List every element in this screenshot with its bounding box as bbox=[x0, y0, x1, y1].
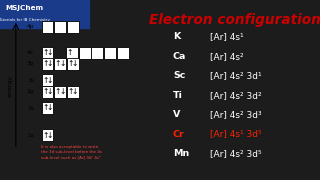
Text: ↑: ↑ bbox=[68, 87, 74, 96]
Text: Ti: Ti bbox=[173, 91, 183, 100]
Text: [Ar] 4s² 3d¹: [Ar] 4s² 3d¹ bbox=[210, 71, 262, 80]
Text: 2s: 2s bbox=[27, 105, 34, 111]
Text: Mn: Mn bbox=[173, 149, 189, 158]
Text: ↑: ↑ bbox=[68, 59, 74, 68]
Text: 3d: 3d bbox=[63, 58, 69, 63]
Bar bbox=[66, 47, 78, 59]
Bar bbox=[0, 0, 89, 28]
Text: ↓: ↓ bbox=[46, 76, 53, 85]
Text: ↑: ↑ bbox=[67, 48, 73, 57]
Text: ↓: ↓ bbox=[72, 87, 78, 96]
Bar bbox=[104, 47, 116, 59]
Text: ↑: ↑ bbox=[55, 59, 61, 68]
Text: ↑: ↑ bbox=[42, 131, 49, 140]
Bar bbox=[67, 58, 79, 70]
Text: 3s: 3s bbox=[27, 78, 34, 83]
Text: [Ar] 4s² 3d⁵: [Ar] 4s² 3d⁵ bbox=[210, 149, 262, 158]
Bar bbox=[67, 86, 79, 98]
Text: [Ar] 4s¹: [Ar] 4s¹ bbox=[210, 32, 244, 41]
Text: ↑: ↑ bbox=[42, 103, 49, 112]
Text: [Ar] 4s² 3d³: [Ar] 4s² 3d³ bbox=[210, 110, 262, 119]
Text: [Ar] 4s²: [Ar] 4s² bbox=[210, 52, 244, 61]
Bar bbox=[117, 47, 129, 59]
Text: [Ar] 4s¹ 3d⁵: [Ar] 4s¹ 3d⁵ bbox=[210, 130, 262, 139]
Text: Cr: Cr bbox=[173, 130, 185, 139]
Text: 1s: 1s bbox=[27, 133, 34, 138]
Text: ↓: ↓ bbox=[59, 87, 66, 96]
Text: ↓: ↓ bbox=[59, 59, 66, 68]
Text: Ca: Ca bbox=[173, 52, 186, 61]
Text: ↑: ↑ bbox=[42, 48, 49, 57]
Text: It is also acceptable to write
the 3d sub-level before the 4s
sub-level such as : It is also acceptable to write the 3d su… bbox=[41, 145, 102, 159]
Text: V: V bbox=[173, 110, 180, 119]
Text: ↓: ↓ bbox=[46, 59, 53, 68]
Text: energy: energy bbox=[8, 75, 13, 97]
Text: ↓: ↓ bbox=[46, 87, 53, 96]
Text: [Ar] 4s² 3d²: [Ar] 4s² 3d² bbox=[210, 91, 262, 100]
Text: ↓: ↓ bbox=[46, 103, 53, 112]
Text: MSJChem: MSJChem bbox=[5, 5, 44, 11]
Bar bbox=[42, 102, 53, 114]
Text: ↓: ↓ bbox=[46, 48, 53, 57]
Bar bbox=[79, 47, 91, 59]
Bar bbox=[42, 129, 53, 141]
Text: ↑: ↑ bbox=[55, 87, 61, 96]
Text: ↑: ↑ bbox=[42, 59, 49, 68]
Bar bbox=[92, 47, 103, 59]
Bar bbox=[54, 86, 66, 98]
Text: Tutorials for IB Chemistry: Tutorials for IB Chemistry bbox=[0, 18, 51, 22]
Text: 4p: 4p bbox=[27, 24, 34, 29]
Bar bbox=[42, 21, 53, 33]
Text: Electron configurations: Electron configurations bbox=[149, 13, 320, 27]
Text: ↓: ↓ bbox=[46, 131, 53, 140]
Text: ↓: ↓ bbox=[72, 59, 78, 68]
Bar bbox=[67, 21, 79, 33]
Text: 2p: 2p bbox=[27, 89, 34, 94]
Bar bbox=[54, 58, 66, 70]
Bar bbox=[42, 58, 53, 70]
Bar bbox=[42, 74, 53, 86]
Text: K: K bbox=[173, 32, 180, 41]
Bar bbox=[54, 21, 66, 33]
Text: ↑: ↑ bbox=[42, 76, 49, 85]
Text: 4s: 4s bbox=[27, 50, 34, 55]
Bar bbox=[42, 86, 53, 98]
Bar bbox=[42, 47, 53, 59]
Text: ↑: ↑ bbox=[42, 87, 49, 96]
Text: Sc: Sc bbox=[173, 71, 185, 80]
Text: 3p: 3p bbox=[27, 61, 34, 66]
